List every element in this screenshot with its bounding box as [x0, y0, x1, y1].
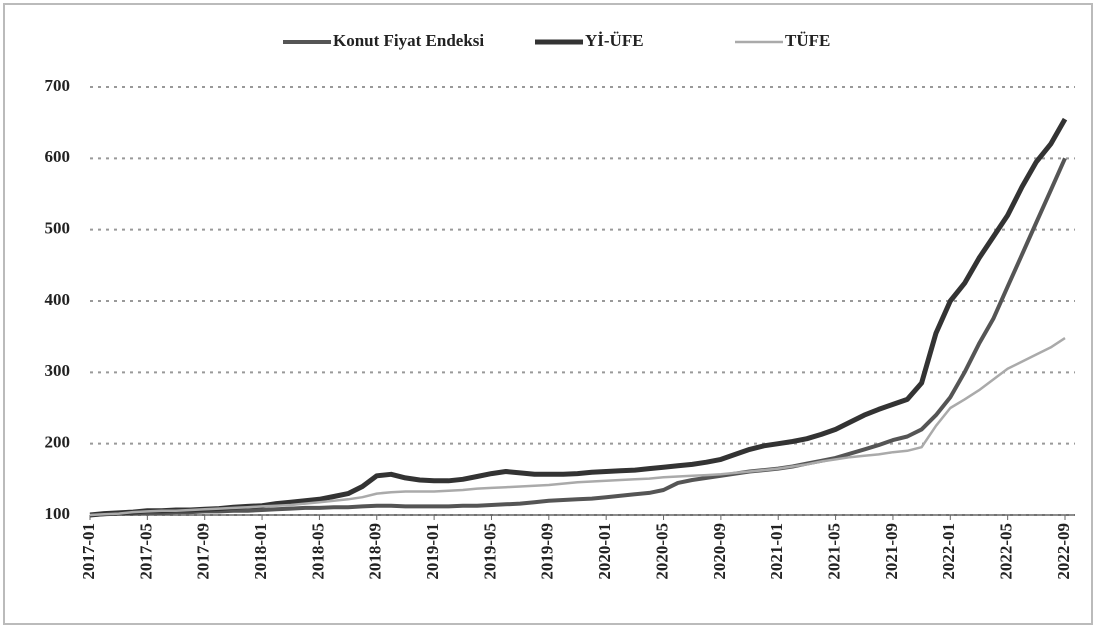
legend-label: Konut Fiyat Endeksi: [333, 31, 484, 50]
y-tick-label: 200: [45, 433, 71, 452]
x-tick-label: 2019-09: [538, 523, 557, 580]
x-tick-label: 2018-09: [366, 523, 385, 580]
x-tick-label: 2017-01: [79, 523, 98, 580]
x-tick-label: 2018-05: [308, 523, 327, 580]
x-tick-label: 2022-01: [939, 523, 958, 580]
y-tick-label: 600: [45, 147, 71, 166]
x-tick-label: 2022-09: [1054, 523, 1073, 580]
x-tick-label: 2020-09: [710, 523, 729, 580]
legend-label: Yİ-ÜFE: [585, 31, 644, 50]
x-tick-label: 2017-05: [136, 523, 155, 580]
x-tick-label: 2020-05: [652, 523, 671, 580]
y-tick-label: 400: [45, 290, 71, 309]
x-tick-label: 2019-05: [480, 523, 499, 580]
y-tick-label: 100: [45, 504, 71, 523]
legend-label: TÜFE: [785, 31, 830, 50]
series-line: [89, 117, 1068, 518]
x-tick-label: 2021-09: [882, 523, 901, 580]
x-tick-label: 2020-01: [595, 523, 614, 580]
y-tick-label: 700: [45, 76, 71, 95]
x-tick-label: 2017-09: [194, 523, 213, 580]
x-tick-label: 2022-05: [997, 523, 1016, 580]
chart-frame: [3, 3, 1093, 625]
y-tick-label: 500: [45, 219, 71, 238]
y-tick-label: 300: [45, 361, 71, 380]
series-line: [89, 337, 1066, 517]
x-tick-label: 2019-01: [423, 523, 442, 580]
x-tick-label: 2021-01: [767, 523, 786, 580]
x-tick-label: 2018-01: [251, 523, 270, 580]
series-line: [89, 157, 1067, 517]
x-tick-label: 2021-05: [824, 523, 843, 580]
